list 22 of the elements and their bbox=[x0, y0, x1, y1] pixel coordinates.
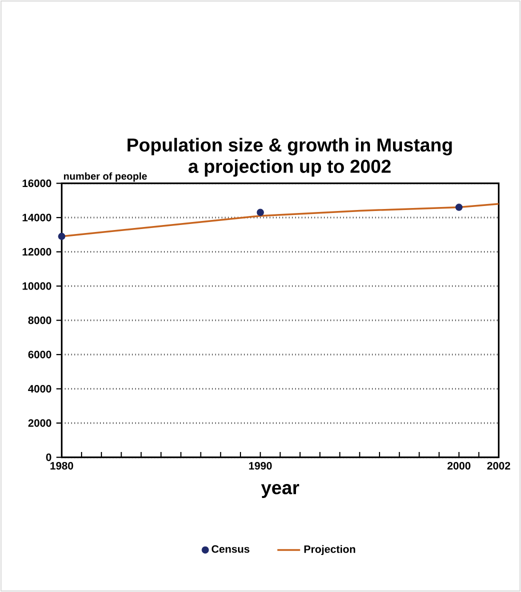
chart-title: Population size & growth in Mustang bbox=[128, 138, 452, 156]
x-tick-label: 2002 bbox=[487, 462, 510, 470]
y-tick-label: 12000 bbox=[22, 248, 52, 256]
x-tick-label: 1980 bbox=[50, 462, 74, 470]
y-tick-label: 2000 bbox=[28, 419, 52, 427]
y-tick-label: 8000 bbox=[28, 316, 52, 324]
y-axis-title: number of people bbox=[64, 172, 147, 182]
x-tick-label: 1990 bbox=[249, 462, 272, 470]
point bbox=[58, 232, 66, 240]
legend-label: Census bbox=[212, 545, 250, 553]
y-tick-label: 14000 bbox=[22, 214, 52, 222]
y-tick-label: 6000 bbox=[28, 350, 52, 358]
point bbox=[256, 208, 264, 216]
y-tick-label: 0 bbox=[46, 454, 52, 462]
y-tick-label: 10000 bbox=[22, 282, 52, 290]
x-axis-title: year bbox=[261, 484, 300, 498]
y-tick-label: 4000 bbox=[28, 385, 52, 393]
x-tick-label: 2000 bbox=[447, 462, 470, 470]
chart-subtitle: a projection up to 2002 bbox=[188, 159, 391, 177]
legend-label: Projection bbox=[304, 545, 356, 556]
y-tick-label: 16000 bbox=[22, 180, 52, 188]
point bbox=[455, 204, 463, 211]
